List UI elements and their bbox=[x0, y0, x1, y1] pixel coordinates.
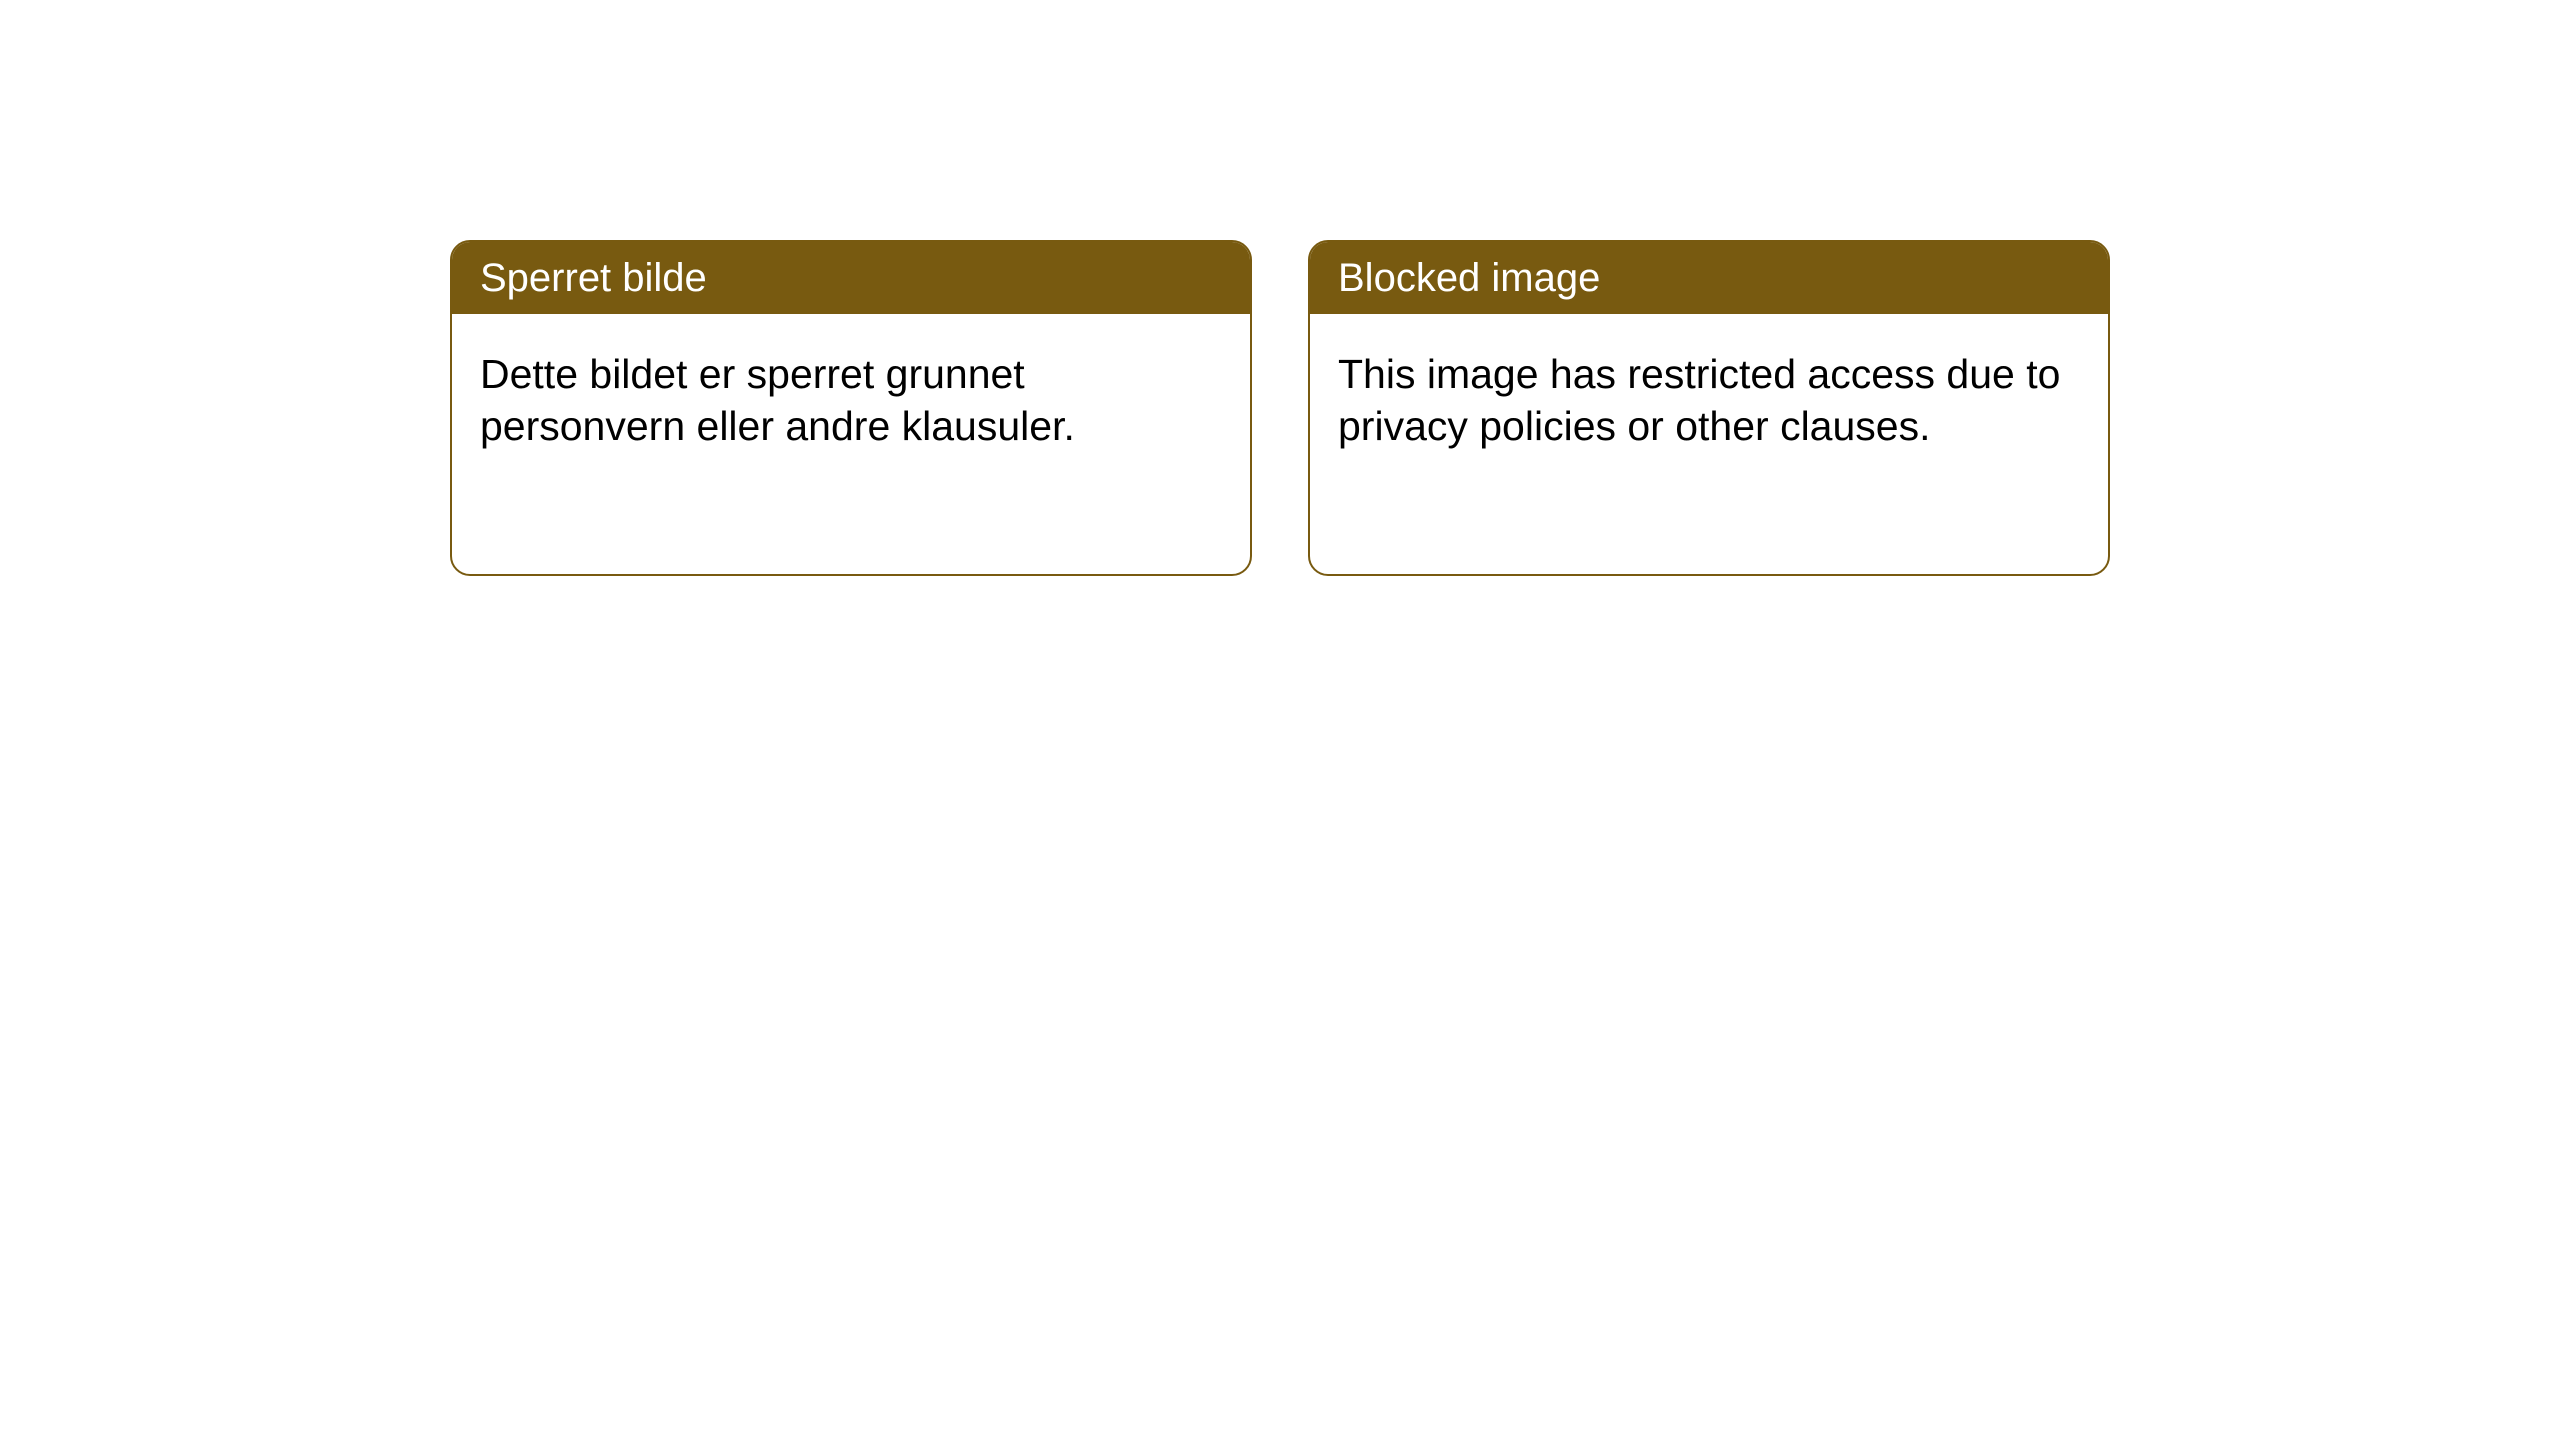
notice-body-norwegian: Dette bildet er sperret grunnet personve… bbox=[452, 314, 1250, 574]
notice-body-english: This image has restricted access due to … bbox=[1310, 314, 2108, 574]
notice-title-norwegian: Sperret bilde bbox=[452, 242, 1250, 314]
notice-box-english: Blocked image This image has restricted … bbox=[1308, 240, 2110, 576]
notice-container: Sperret bilde Dette bildet er sperret gr… bbox=[450, 240, 2110, 576]
notice-box-norwegian: Sperret bilde Dette bildet er sperret gr… bbox=[450, 240, 1252, 576]
notice-title-english: Blocked image bbox=[1310, 242, 2108, 314]
